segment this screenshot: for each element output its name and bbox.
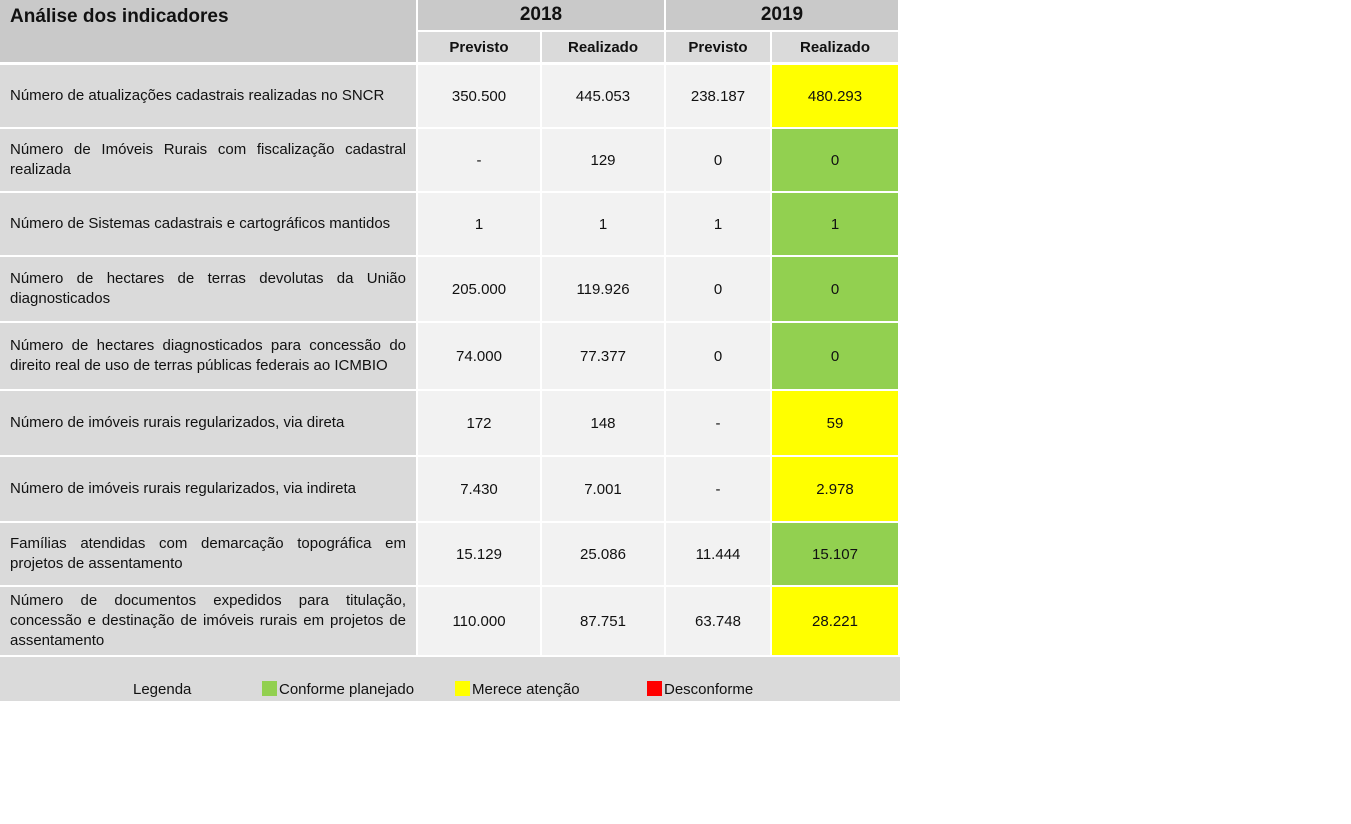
year-header-2019: 2019 [666,0,900,32]
value-previsto-2018: - [418,129,542,193]
legend-title: Legenda [133,681,192,698]
indicator-label: Número de documentos expedidos para titu… [0,587,418,657]
value-previsto-2018: 110.000 [418,587,542,657]
value-realizado-2019: 15.107 [772,523,900,587]
value-previsto-2019: 0 [666,323,772,391]
value-previsto-2019: 0 [666,129,772,193]
table-row: Número de documentos expedidos para titu… [0,587,900,657]
subheader-previsto-2018: Previsto [418,32,542,62]
indicators-table: Análise dos indicadores 2018 2019 Previs… [0,0,900,701]
yellow-swatch-icon [455,681,470,696]
indicator-label: Número de hectares de terras devolutas d… [0,257,418,323]
value-previsto-2019: 63.748 [666,587,772,657]
value-realizado-2019: 2.978 [772,457,900,523]
indicators-table-container: Análise dos indicadores 2018 2019 Previs… [0,0,900,701]
table-row: Número de imóveis rurais regularizados, … [0,391,900,457]
indicator-label: Número de imóveis rurais regularizados, … [0,391,418,457]
legend-item-atencao: Merece atenção [455,681,580,698]
year-header-2018: 2018 [418,0,666,32]
table-row: Famílias atendidas com demarcação topogr… [0,523,900,587]
value-realizado-2019: 0 [772,129,900,193]
subheader-realizado-2019: Realizado [772,32,900,62]
legend-item-label: Merece atenção [472,681,580,698]
table-title: Análise dos indicadores [0,0,418,62]
indicator-label: Número de hectares diagnosticados para c… [0,323,418,391]
value-previsto-2019: 0 [666,257,772,323]
value-realizado-2019: 0 [772,323,900,391]
value-previsto-2019: 11.444 [666,523,772,587]
legend: Legenda Conforme planejado Merece atençã… [0,657,900,701]
subheader-previsto-2019: Previsto [666,32,772,62]
value-realizado-2018: 148 [542,391,666,457]
value-realizado-2018: 25.086 [542,523,666,587]
value-realizado-2018: 7.001 [542,457,666,523]
value-previsto-2018: 15.129 [418,523,542,587]
table-row: Número de atualizações cadastrais realiz… [0,65,900,129]
indicator-label: Número de Imóveis Rurais com fiscalizaçã… [0,129,418,193]
value-realizado-2018: 1 [542,193,666,257]
indicator-label: Número de atualizações cadastrais realiz… [0,65,418,129]
value-realizado-2019: 28.221 [772,587,900,657]
table-row: Número de hectares de terras devolutas d… [0,257,900,323]
value-realizado-2019: 1 [772,193,900,257]
value-previsto-2019: 238.187 [666,65,772,129]
value-realizado-2019: 59 [772,391,900,457]
value-previsto-2018: 1 [418,193,542,257]
value-previsto-2019: 1 [666,193,772,257]
value-realizado-2018: 119.926 [542,257,666,323]
legend-item-conforme: Conforme planejado [262,681,414,698]
value-realizado-2018: 87.751 [542,587,666,657]
value-previsto-2019: - [666,391,772,457]
legend-item-label: Desconforme [664,681,754,698]
table-row: Número de hectares diagnosticados para c… [0,323,900,391]
red-swatch-icon [647,681,662,696]
value-previsto-2018: 74.000 [418,323,542,391]
value-realizado-2018: 445.053 [542,65,666,129]
legend-item-label: Conforme planejado [279,681,415,698]
value-realizado-2019: 480.293 [772,65,900,129]
value-realizado-2018: 129 [542,129,666,193]
table-row: Número de Imóveis Rurais com fiscalizaçã… [0,129,900,193]
indicator-label: Número de imóveis rurais regularizados, … [0,457,418,523]
value-realizado-2019: 0 [772,257,900,323]
table-row: Número de imóveis rurais regularizados, … [0,457,900,523]
value-previsto-2018: 205.000 [418,257,542,323]
indicator-label: Número de Sistemas cadastrais e cartográ… [0,193,418,257]
subheader-realizado-2018: Realizado [542,32,666,62]
value-previsto-2018: 7.430 [418,457,542,523]
value-realizado-2018: 77.377 [542,323,666,391]
indicator-label: Famílias atendidas com demarcação topogr… [0,523,418,587]
legend-item-desconforme: Desconforme [647,681,753,698]
value-previsto-2019: - [666,457,772,523]
table-row: Número de Sistemas cadastrais e cartográ… [0,193,900,257]
value-previsto-2018: 350.500 [418,65,542,129]
legend-row: Legenda Conforme planejado Merece atençã… [0,657,900,701]
value-previsto-2018: 172 [418,391,542,457]
green-swatch-icon [262,681,277,696]
